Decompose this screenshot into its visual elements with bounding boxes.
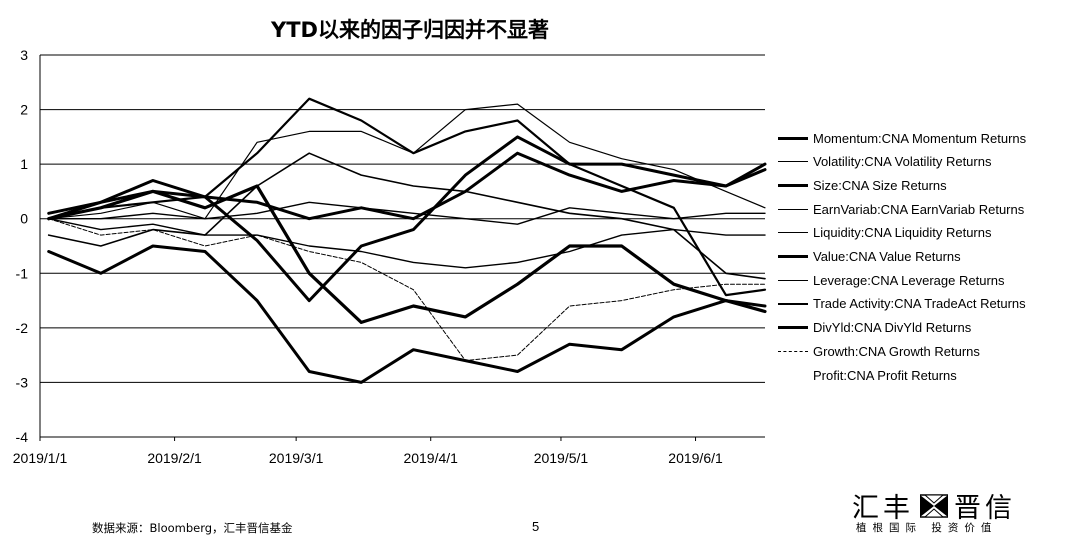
legend-item: Liquidity:CNA Liquidity Returns — [778, 223, 1073, 243]
legend-swatch — [778, 136, 808, 140]
source-note: 数据来源：Bloomberg，汇丰晋信基金 — [92, 521, 293, 535]
series-line-7 — [47, 152, 766, 280]
hexagon-logo-icon — [920, 493, 948, 518]
series-line-9 — [47, 151, 767, 221]
legend-item: Size:CNA Size Returns — [778, 175, 1073, 195]
legend-item: Momentum:CNA Momentum Returns — [778, 128, 1073, 148]
x-tick-label: 2019/2/1 — [147, 450, 202, 466]
legend-label: Leverage:CNA Leverage Returns — [813, 272, 1005, 288]
legend-label: Trade Activity:CNA TradeAct Returns — [813, 296, 1026, 312]
chart-title: YTD以来的因子归因并不显著 — [271, 18, 549, 42]
legend-swatch — [778, 279, 808, 281]
legend-item: Growth:CNA Growth Returns — [778, 341, 1073, 361]
y-tick-label: 0 — [20, 211, 28, 227]
logo-tagline: 植根国际 投资价值 — [856, 522, 998, 534]
legend-swatch — [778, 161, 808, 163]
legend-item: Trade Activity:CNA TradeAct Returns — [778, 294, 1073, 314]
legend-label: DivYld:CNA DivYld Returns — [813, 320, 972, 336]
legend-label: Growth:CNA Growth Returns — [813, 343, 980, 359]
y-tick-label: 2 — [20, 102, 28, 118]
legend-label: Volatility:CNA Volatility Returns — [813, 154, 992, 170]
series-line-5 — [48, 217, 766, 269]
grid-lines — [40, 54, 765, 383]
legend-item: EarnVariab:CNA EarnVariab Returns — [778, 199, 1073, 219]
series-line-10 — [48, 218, 766, 362]
x-tick-label: 2019/3/1 — [269, 450, 324, 466]
series-lines — [47, 97, 767, 384]
legend-swatch — [778, 302, 808, 305]
x-tick-label: 2019/5/1 — [534, 450, 589, 466]
legend-label: EarnVariab:CNA EarnVariab Returns — [813, 201, 1025, 217]
legend-label: Value:CNA Value Returns — [813, 249, 961, 264]
legend-label: Profit:CNA Profit Returns — [813, 367, 957, 383]
series-line-6 — [47, 184, 767, 324]
tick-labels: 3 2 1 0 -1 -2 -3 -4 2019/1/1 2019/2/1 2019/3/1 2019… — [13, 47, 723, 466]
logo-name-right: 晋信 — [954, 493, 1016, 524]
y-tick-label: 1 — [20, 156, 28, 172]
series-line-4 — [48, 201, 766, 225]
legend-item: Profit:CNA Profit Returns — [778, 365, 1073, 385]
series-line-8 — [47, 97, 767, 297]
legend-item: Value:CNA Value Returns — [778, 247, 1073, 267]
logo-name-left: 汇丰 — [852, 493, 914, 524]
series-line-3 — [47, 244, 767, 384]
axes — [39, 55, 765, 441]
legend-swatch — [778, 350, 808, 352]
y-tick-label: -4 — [16, 429, 29, 445]
y-tick-label: 3 — [20, 47, 28, 63]
y-tick-label: -3 — [16, 374, 29, 390]
legend-item: DivYld:CNA DivYld Returns — [778, 318, 1073, 338]
legend-swatch — [778, 255, 808, 258]
x-tick-label: 2019/1/1 — [13, 450, 68, 466]
legend-label: Liquidity:CNA Liquidity Returns — [813, 225, 992, 241]
legend-swatch — [778, 183, 808, 187]
x-tick-label: 2019/4/1 — [403, 450, 458, 466]
series-line-1 — [47, 135, 767, 303]
legend-swatch — [778, 326, 808, 330]
y-tick-label: -2 — [16, 320, 29, 336]
page-number: 5 — [532, 519, 540, 534]
legend-item: Volatility:CNA Volatility Returns — [778, 152, 1073, 172]
y-tick-label: -1 — [16, 265, 29, 281]
legend-label: Size:CNA Size Returns — [813, 177, 947, 193]
legend-item: Leverage:CNA Leverage Returns — [778, 270, 1073, 290]
legend-swatch — [778, 208, 808, 210]
logo-name: 汇丰 晋信 — [852, 486, 1016, 525]
x-tick-label: 2019/6/1 — [668, 450, 723, 466]
company-logo: 汇丰 晋信 植根国际 投资价值 — [852, 486, 1062, 536]
legend-swatch — [778, 232, 808, 234]
legend-label: Momentum:CNA Momentum Returns — [813, 130, 1027, 146]
